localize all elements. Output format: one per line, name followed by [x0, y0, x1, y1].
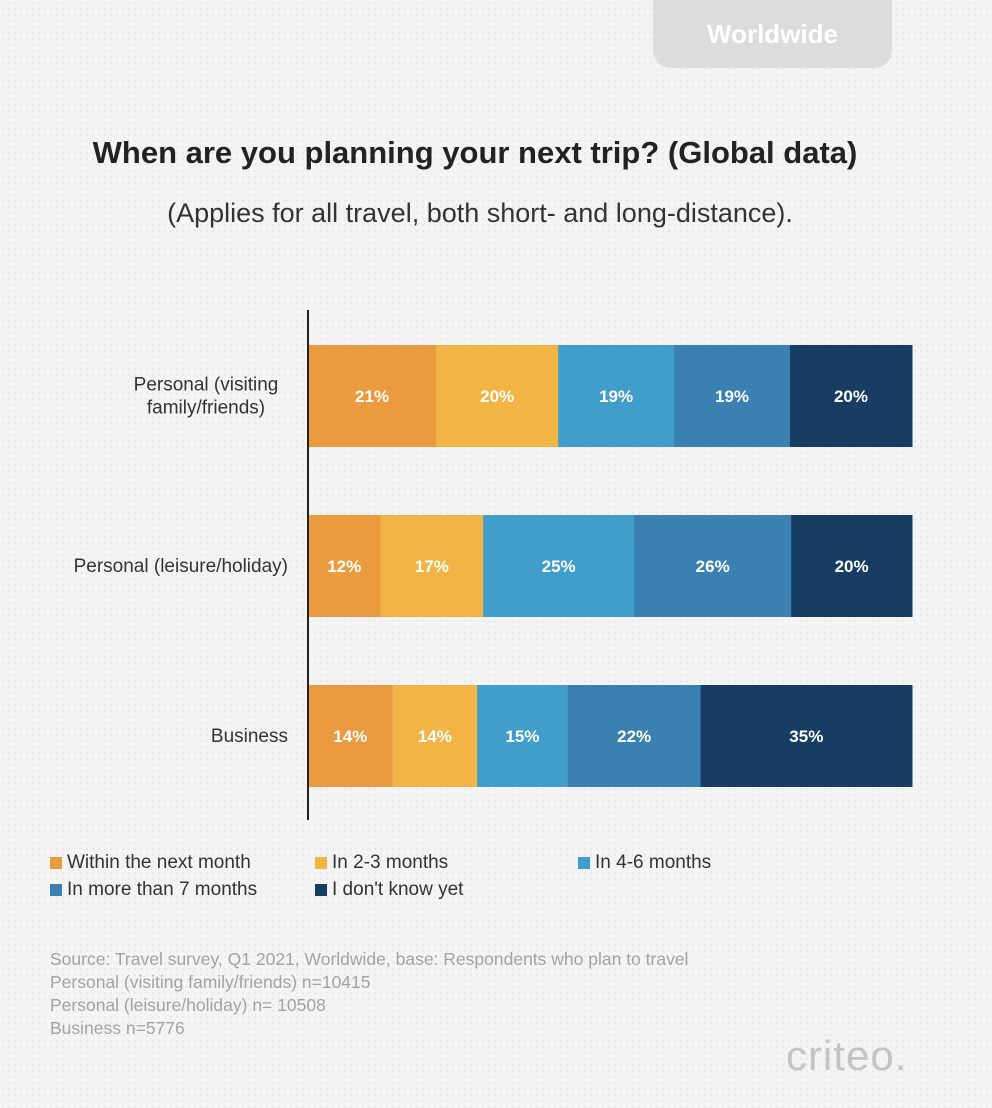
legend-label: I don't know yet: [332, 879, 464, 900]
bar-value-label: 12%: [327, 557, 361, 576]
bar-value-label: 19%: [715, 387, 749, 406]
legend-label: In 2-3 months: [332, 852, 449, 873]
bar-segment: [700, 685, 913, 787]
bar-value-label: 14%: [418, 727, 452, 746]
legend-item: Within the next month: [50, 852, 251, 874]
bar-segment: [380, 515, 484, 617]
bar-value-label: 17%: [415, 557, 449, 576]
source-line: Source: Travel survey, Q1 2021, Worldwid…: [50, 949, 689, 969]
legend-item: In 4-6 months: [578, 852, 711, 874]
legend-label: Within the next month: [67, 852, 251, 873]
bar-value-label: 25%: [542, 557, 576, 576]
chart-title: When are you planning your next trip? (G…: [92, 135, 858, 170]
bar-segment: [477, 685, 569, 787]
bar-segment: [567, 685, 702, 787]
bar-segment: [674, 345, 791, 447]
legend-item: In more than 7 months: [50, 879, 257, 901]
bar-segment: [791, 515, 913, 617]
stacked-bar-chart: 21% 20% 19% 19% 20% Personal (visitingfamily/…: [74, 310, 913, 820]
bar-segment: [308, 685, 394, 787]
criteo-logo: criteo.: [786, 1032, 908, 1079]
bar-value-label: 15%: [505, 727, 539, 746]
legend-swatch: [50, 857, 62, 869]
bar-segment: [392, 685, 478, 787]
bar-segment: [634, 515, 792, 617]
legend-swatch: [50, 884, 62, 896]
category-label: Personal (leisure/holiday): [74, 556, 288, 577]
category-label: Personal (visiting: [134, 375, 279, 396]
category-label: Business: [211, 726, 288, 747]
source-notes: Source: Travel survey, Q1 2021, Worldwid…: [50, 948, 688, 1040]
chart-legend: Within the next month In 2-3 months In 4-6…: [50, 852, 770, 908]
bar-segment: [558, 345, 675, 447]
source-line: Personal (leisure/holiday) n= 10508: [50, 995, 326, 1015]
category-label: family/friends): [147, 398, 265, 419]
chart-subtitle: (Applies for all travel, both short- and…: [167, 198, 793, 228]
bar-value-label: 20%: [480, 387, 514, 406]
bar-value-label: 35%: [789, 727, 823, 746]
bar-value-label: 20%: [834, 387, 868, 406]
legend-label: In 4-6 months: [595, 852, 712, 873]
bar-value-label: 26%: [696, 557, 730, 576]
bar-segment: [308, 515, 381, 617]
bar-segment: [436, 345, 559, 447]
bar-value-label: 20%: [835, 557, 869, 576]
legend-item: I don't know yet: [315, 879, 463, 901]
bar-value-label: 19%: [599, 387, 633, 406]
legend-item: In 2-3 months: [315, 852, 448, 874]
bar-value-label: 21%: [355, 387, 389, 406]
bar-value-label: 22%: [617, 727, 651, 746]
source-line: Personal (visiting family/friends) n=104…: [50, 972, 371, 992]
legend-swatch: [315, 884, 327, 896]
source-line: Business n=5776: [50, 1018, 185, 1038]
legend-label: In more than 7 months: [67, 879, 258, 900]
legend-swatch: [578, 857, 590, 869]
bar-segment: [308, 345, 437, 447]
bar-segment: [789, 345, 913, 447]
legend-swatch: [315, 857, 327, 869]
bar-segment: [483, 515, 635, 617]
region-badge: Worldwide: [653, 0, 892, 68]
bar-value-label: 14%: [333, 727, 367, 746]
